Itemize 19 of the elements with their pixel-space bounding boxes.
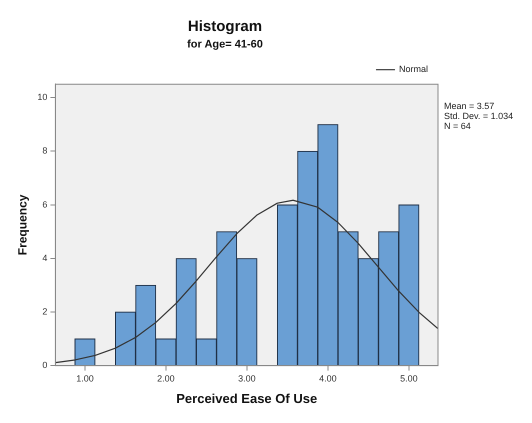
x-tick-label: 3.00 [238, 373, 256, 384]
text: Std. Dev. = 1.034 [444, 111, 514, 122]
x-tick-label: 1.00 [76, 373, 94, 384]
y-tick-label: 0 [42, 360, 48, 370]
legend-label: Normal [398, 64, 428, 74]
y-tick-label: 10 [37, 92, 48, 102]
x-tick-label: 4.00 [319, 373, 337, 384]
y-axis-title: Frequency [16, 194, 30, 256]
text: Mean = 3.57 [444, 101, 494, 112]
chart-subtitle: for Age= 41-60 [187, 38, 263, 51]
x-tick-label: 2.00 [157, 373, 175, 384]
chart-title: Histogram [188, 18, 262, 36]
text: N = 64 [444, 121, 471, 132]
y-tick-label: 4 [42, 252, 48, 263]
x-tick-label: 5.00 [400, 373, 418, 384]
y-tick-label: 2 [42, 306, 48, 316]
x-axis-title: Perceived Ease Of Use [176, 390, 318, 406]
y-tick-label: 8 [42, 146, 48, 156]
y-tick-label: 6 [42, 199, 48, 210]
